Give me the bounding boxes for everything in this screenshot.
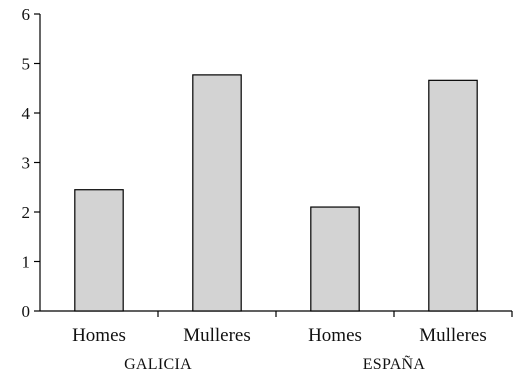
bar-españa-homes bbox=[310, 206, 360, 312]
y-tick-label: 5 bbox=[22, 55, 31, 74]
y-tick-label: 6 bbox=[22, 5, 31, 24]
y-tick-label: 0 bbox=[22, 302, 31, 321]
y-tick-label: 4 bbox=[22, 104, 31, 123]
y-axis: 0 1 2 3 4 5 6 bbox=[22, 5, 41, 321]
bar-galicia-homes bbox=[74, 189, 124, 312]
category-label: Mulleres bbox=[183, 325, 251, 346]
bars bbox=[74, 74, 478, 312]
group-label: ESPAÑA bbox=[363, 355, 426, 373]
bar-galicia-mulleres bbox=[192, 74, 242, 312]
y-tick-label: 3 bbox=[22, 154, 31, 173]
category-label: Mulleres bbox=[419, 325, 487, 346]
y-tick-label: 1 bbox=[22, 253, 31, 272]
category-labels: Homes Mulleres Homes Mulleres GALICIA ESPAÑA bbox=[72, 325, 487, 373]
y-tick-label: 2 bbox=[22, 203, 31, 222]
group-label: GALICIA bbox=[124, 356, 192, 373]
bar-españa-mulleres bbox=[428, 79, 478, 312]
category-label: Homes bbox=[308, 325, 362, 346]
x-axis bbox=[40, 310, 513, 317]
category-label: Homes bbox=[72, 325, 126, 346]
